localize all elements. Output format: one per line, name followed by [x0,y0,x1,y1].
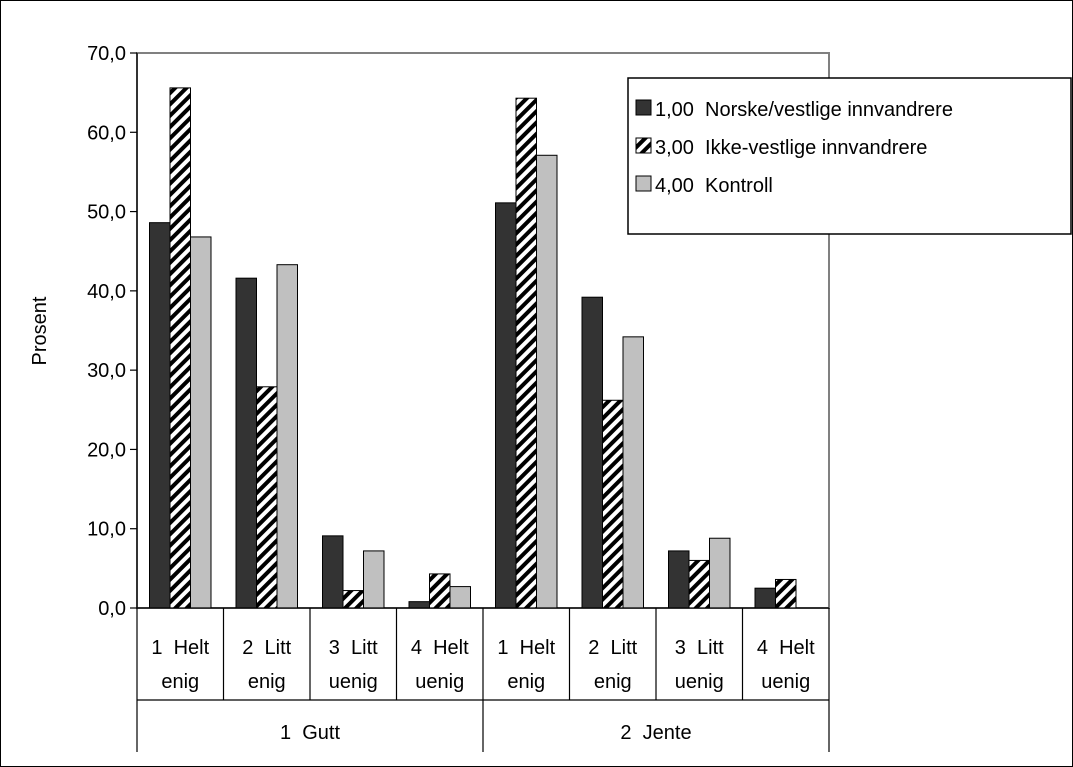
bar [169,87,191,609]
bar [688,559,710,609]
legend-swatch [635,137,652,154]
y-tick-label: 0,0 [98,598,126,620]
y-tick-label: 30,0 [87,360,126,382]
y-axis-label: Prosent [29,296,51,365]
legend-box [627,77,1072,235]
bar [581,296,603,609]
legend-label: 1,00 Norske/vestlige innvandrere [655,99,953,121]
category-label: 4 Helt [757,637,815,659]
bar [515,97,537,609]
bar [495,202,517,609]
bar [602,399,624,609]
bar [256,386,278,609]
y-tick-label: 70,0 [87,43,126,65]
category-label-line2: uenig [415,671,464,693]
bar [709,537,731,609]
bar [536,154,558,609]
bar [322,535,344,609]
y-tick-label: 10,0 [87,519,126,541]
legend: 1,00 Norske/vestlige innvandrere 3,00 Ikk… [627,77,1072,235]
bar [363,550,385,609]
bar [276,264,298,609]
bar [754,587,776,609]
group-label: 1 Gutt [280,722,340,744]
y-tick-label: 60,0 [87,122,126,144]
category-label-line2: enig [161,671,199,693]
legend-swatch [635,99,652,116]
bar [235,277,257,609]
y-tick-label: 40,0 [87,281,126,303]
bar [149,222,171,609]
legend-label: 3,00 Ikke-vestlige innvandrere [655,137,927,159]
legend-swatch [635,175,652,192]
category-label: 1 Helt [497,637,555,659]
category-label: 3 Litt [675,637,724,659]
legend-label: 4,00 Kontroll [655,175,773,197]
category-label-line2: uenig [761,671,810,693]
bar [622,336,644,609]
group-label: 2 Jente [620,722,691,744]
category-label-line2: uenig [329,671,378,693]
category-label: 3 Litt [329,637,378,659]
category-label-line2: enig [507,671,545,693]
bar [342,590,364,609]
bar [668,550,690,609]
y-tick-label: 50,0 [87,202,126,224]
category-label-line2: enig [594,671,632,693]
bar [190,236,212,609]
category-label: 2 Litt [588,637,637,659]
category-label-line2: enig [248,671,286,693]
category-label-line2: uenig [675,671,724,693]
bar [429,573,451,609]
category-label: 1 Helt [151,637,209,659]
bar [775,578,797,609]
category-label: 4 Helt [411,637,469,659]
y-tick-label: 20,0 [87,439,126,461]
bar [408,601,430,609]
category-label: 2 Litt [242,637,291,659]
bar [449,586,471,609]
